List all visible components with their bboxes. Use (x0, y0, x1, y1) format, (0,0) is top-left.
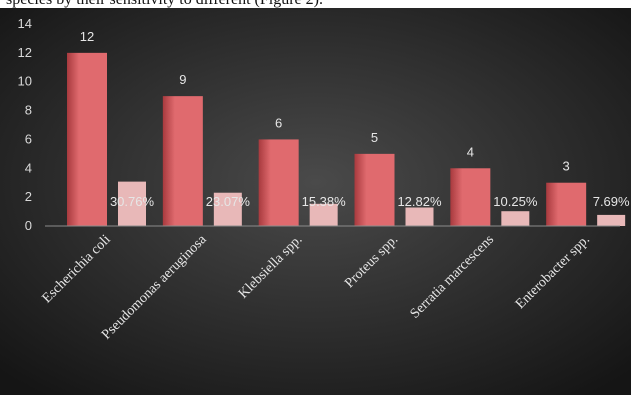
bar-secondary (309, 203, 338, 226)
bar-main (258, 139, 299, 226)
y-tick-label: 12 (18, 45, 32, 60)
bar-secondary (501, 211, 530, 226)
y-tick-label: 8 (25, 103, 32, 118)
bar-percent-label: 10.25% (493, 194, 538, 209)
bar-main (546, 182, 587, 226)
y-tick-label: 14 (18, 16, 32, 31)
bar-main (450, 168, 491, 226)
bar-value-label: 5 (371, 130, 378, 145)
data-labels: 12 30.76% 9 23.07% 6 15.38% 5 12.82% 4 10.25% 3 7.6… (80, 29, 630, 209)
bar-value-label: 6 (275, 115, 282, 130)
bar-secondary (405, 207, 434, 226)
bar-main (354, 153, 395, 226)
figure-caption: species by their sensitivity to differen… (6, 0, 323, 9)
bar-percent-label: 12.82% (397, 194, 442, 209)
bar-secondary (118, 181, 146, 226)
bar-percent-label: 7.69% (593, 194, 630, 209)
bar-main (67, 52, 107, 226)
bar-main (162, 96, 203, 227)
y-tick-label: 4 (25, 160, 32, 175)
caption-strip: species by their sensitivity to differen… (0, 0, 631, 10)
bar-percent-label: 30.76% (110, 194, 155, 209)
bar-secondary (213, 192, 242, 226)
bar-percent-label: 23.07% (206, 194, 251, 209)
bar-chart: 0 2 4 6 8 10 12 14 12 30.76% 9 23.07% 6 15.38% 5 12.82… (0, 8, 631, 395)
bar-secondary (597, 214, 626, 226)
bar-percent-label: 15.38% (302, 194, 347, 209)
bar-value-label: 4 (467, 144, 474, 159)
bar-value-label: 9 (179, 72, 186, 87)
y-tick-label: 10 (18, 74, 32, 89)
bar-value-label: 3 (563, 159, 570, 174)
y-tick-label: 6 (25, 131, 32, 146)
y-tick-label: 2 (25, 189, 32, 204)
bar-value-label: 12 (80, 29, 94, 44)
y-axis: 0 2 4 6 8 10 12 14 (18, 16, 32, 233)
bars (67, 52, 626, 227)
y-tick-label: 0 (25, 218, 32, 233)
